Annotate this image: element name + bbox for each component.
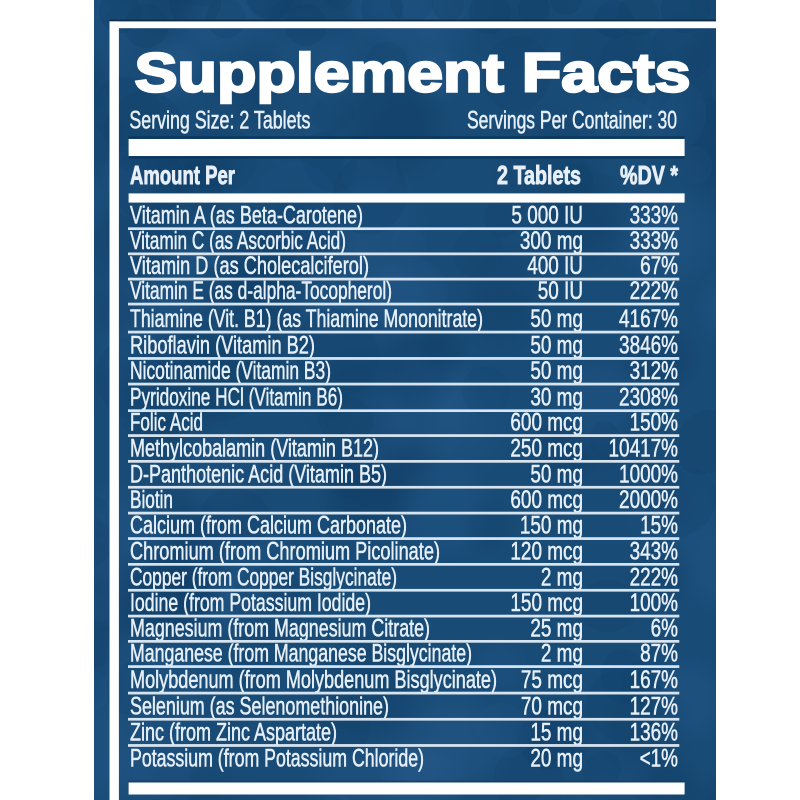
svg-text:25 mg: 25 mg xyxy=(530,614,583,642)
svg-text:Riboflavin (Vitamin B2): Riboflavin (Vitamin B2) xyxy=(130,333,315,360)
svg-text:Iodine (from Potassium Iodide): Iodine (from Potassium Iodide) xyxy=(130,590,371,617)
svg-text:20 mg: 20 mg xyxy=(530,744,583,772)
svg-text:6%: 6% xyxy=(651,614,678,642)
svg-text:Calcium (from Calcium Carbonat: Calcium (from Calcium Carbonate) xyxy=(130,513,407,540)
svg-text:Vitamin D (as Cholecalciferol): Vitamin D (as Cholecalciferol) xyxy=(130,253,369,280)
svg-text:600 mcg: 600 mcg xyxy=(510,486,583,514)
svg-text:Manganese (from Manganese Bisg: Manganese (from Manganese Bisglycinate) xyxy=(130,641,472,668)
svg-text:70 mcg: 70 mcg xyxy=(521,692,583,720)
svg-text:Pyridoxine HCl (Vitamin B6): Pyridoxine HCl (Vitamin B6) xyxy=(130,385,343,412)
svg-text:312%: 312% xyxy=(630,357,678,385)
svg-text:Vitamin E (as d-alpha-Tocopher: Vitamin E (as d-alpha-Tocopherol) xyxy=(130,278,392,305)
svg-text:100%: 100% xyxy=(630,589,678,617)
svg-text:Supplement Facts: Supplement Facts xyxy=(135,42,691,104)
svg-text:Serving Size: 2 Tablets: Serving Size: 2 Tablets xyxy=(129,107,310,135)
svg-text:Methylcobalamin (Vitamin B12): Methylcobalamin (Vitamin B12) xyxy=(130,435,379,462)
svg-text:Zinc (from Zinc Aspartate): Zinc (from Zinc Aspartate) xyxy=(130,720,337,747)
svg-text:50 mg: 50 mg xyxy=(530,331,583,359)
svg-text:600 mcg: 600 mcg xyxy=(510,408,583,436)
svg-text:136%: 136% xyxy=(630,718,678,746)
svg-text:Copper (from Copper Bisglycina: Copper (from Copper Bisglycinate) xyxy=(130,564,397,591)
svg-text:50 IU: 50 IU xyxy=(538,277,583,305)
svg-text:Nicotinamide (Vitamin B3): Nicotinamide (Vitamin B3) xyxy=(130,358,331,385)
svg-text:120 mcg: 120 mcg xyxy=(510,537,583,565)
svg-text:Magnesium (from Magnesium Citr: Magnesium (from Magnesium Citrate) xyxy=(130,615,430,642)
svg-text:50 mg: 50 mg xyxy=(530,357,583,385)
svg-text:4167%: 4167% xyxy=(619,305,678,333)
svg-text:333%: 333% xyxy=(630,201,678,229)
svg-text:343%: 343% xyxy=(630,537,678,565)
svg-text:Biotin: Biotin xyxy=(130,487,173,514)
svg-text:50 mg: 50 mg xyxy=(530,305,583,333)
svg-text:Thiamine (Vit. B1) (as Thiamin: Thiamine (Vit. B1) (as Thiamine Mononitr… xyxy=(130,306,483,333)
svg-text:2308%: 2308% xyxy=(619,383,678,411)
svg-text:30 mg: 30 mg xyxy=(530,383,583,411)
svg-text:%DV *: %DV * xyxy=(620,160,679,190)
svg-text:2000%: 2000% xyxy=(619,486,678,514)
svg-text:222%: 222% xyxy=(630,563,678,591)
svg-text:Molybdenum (from Molybdenum Bi: Molybdenum (from Molybdenum Bisglycinate… xyxy=(130,667,497,694)
svg-text:5 000 IU: 5 000 IU xyxy=(511,201,583,229)
svg-text:75 mcg: 75 mcg xyxy=(521,666,583,694)
svg-text:150%: 150% xyxy=(630,408,678,436)
svg-text:<1%: <1% xyxy=(640,744,678,772)
svg-text:127%: 127% xyxy=(630,692,678,720)
svg-text:Vitamin C (as Ascorbic Acid): Vitamin C (as Ascorbic Acid) xyxy=(130,228,346,255)
svg-text:400 IU: 400 IU xyxy=(527,252,583,280)
svg-text:3846%: 3846% xyxy=(619,331,678,359)
svg-text:2 Tablets: 2 Tablets xyxy=(497,160,581,190)
svg-text:2 mg: 2 mg xyxy=(541,639,583,667)
svg-text:87%: 87% xyxy=(640,639,678,667)
svg-text:Amount Per: Amount Per xyxy=(130,160,235,190)
svg-text:Servings Per Container: 30: Servings Per Container: 30 xyxy=(467,107,677,135)
svg-text:Potassium (from Potassium Chlo: Potassium (from Potassium Chloride) xyxy=(130,746,424,773)
svg-text:67%: 67% xyxy=(640,252,678,280)
svg-text:150 mcg: 150 mcg xyxy=(510,589,583,617)
svg-text:250 mcg: 250 mcg xyxy=(510,434,583,462)
svg-text:167%: 167% xyxy=(630,666,678,694)
svg-text:15%: 15% xyxy=(640,511,678,539)
svg-text:15 mg: 15 mg xyxy=(530,718,583,746)
svg-text:150 mg: 150 mg xyxy=(520,511,583,539)
svg-text:300 mg: 300 mg xyxy=(520,226,583,254)
svg-text:1000%: 1000% xyxy=(619,460,678,488)
svg-text:Folic Acid: Folic Acid xyxy=(130,410,203,437)
svg-text:Vitamin A (as Beta-Carotene): Vitamin A (as Beta-Carotene) xyxy=(130,203,363,230)
svg-text:333%: 333% xyxy=(630,226,678,254)
svg-text:10417%: 10417% xyxy=(609,434,678,462)
svg-text:Chromium (from Chromium Picoli: Chromium (from Chromium Picolinate) xyxy=(130,538,440,565)
svg-text:D-Panthotenic Acid (Vitamin B5: D-Panthotenic Acid (Vitamin B5) xyxy=(130,461,387,488)
svg-text:Selenium (as Selenomethionine): Selenium (as Selenomethionine) xyxy=(130,693,389,720)
svg-text:50 mg: 50 mg xyxy=(530,460,583,488)
svg-text:2 mg: 2 mg xyxy=(541,563,583,591)
svg-text:222%: 222% xyxy=(630,277,678,305)
